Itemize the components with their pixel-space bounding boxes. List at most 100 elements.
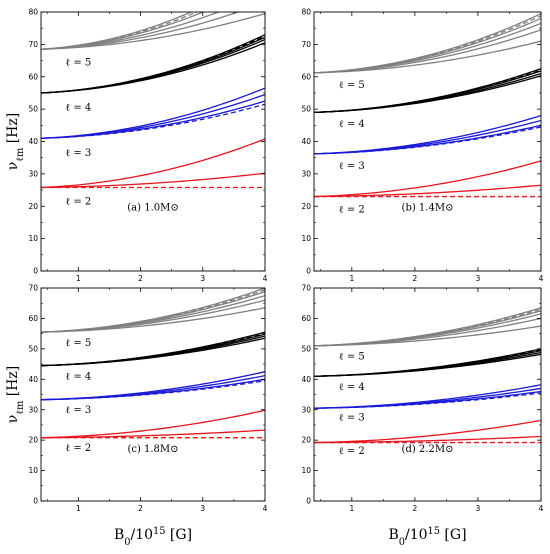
- panel-caption: (a) 1.0M⊙: [127, 202, 178, 213]
- series-line-l4-dashed-1: [314, 349, 541, 377]
- y-tick-label: 0: [33, 497, 38, 506]
- series-group: [41, 12, 265, 189]
- panel-1: 0 10 20 30 40 50 60 70 80 1 2 3 4 ℓ = 2 ℓ = 3 ℓ = 4 ℓ = …: [5, 8, 268, 283]
- y-tick-label: 10: [28, 234, 38, 243]
- y-tick-label: 0: [306, 267, 311, 276]
- series-line-l4-solid-4: [41, 337, 265, 367]
- x-tick-label: 4: [263, 504, 268, 513]
- y-tick-label: 70: [28, 40, 38, 49]
- series-line-l4-solid-2: [314, 70, 541, 114]
- mode-label-l5: ℓ = 5: [65, 57, 91, 68]
- y-tick-label: 20: [28, 202, 38, 211]
- series-line-l4-solid-4: [314, 75, 541, 114]
- y-tick-label: 70: [28, 284, 38, 293]
- series-line-l5-dashed-1: [41, 289, 265, 333]
- mode-label-l5: ℓ = 5: [65, 338, 91, 349]
- mode-label-l2: ℓ = 2: [65, 197, 91, 208]
- y-tick-label: 20: [301, 202, 311, 211]
- series-line-l5-solid-5: [41, 307, 265, 333]
- mode-label-l5: ℓ = 5: [339, 352, 365, 363]
- y-tick-label: 30: [28, 405, 38, 414]
- y-tick-label: 10: [301, 234, 311, 243]
- series-line-l3-dashed-1: [314, 392, 541, 409]
- series-line-l5-solid-2: [314, 17, 541, 74]
- series-line-l5-solid-3: [314, 22, 541, 74]
- y-tick-label: 20: [301, 436, 311, 445]
- series-line-l2-solid-2: [41, 429, 265, 439]
- x-tick-label: 2: [138, 504, 143, 513]
- series-line-l2-solid-2: [314, 435, 541, 444]
- y-tick-label: 40: [28, 137, 38, 146]
- x-tick-label: 2: [412, 274, 417, 283]
- plot-frame: [313, 11, 542, 272]
- y-tick-label: 10: [301, 466, 311, 475]
- mode-label-l2: ℓ = 2: [65, 443, 91, 454]
- series-line-l5-dashed-1: [41, 12, 199, 50]
- y-tick-label: 20: [28, 436, 38, 445]
- panel-caption: (d) 2.2M⊙: [402, 444, 454, 455]
- mode-label-l2: ℓ = 2: [339, 446, 365, 457]
- y-axis-label: νℓm [Hz]: [5, 366, 26, 423]
- series-line-l5-dashed-1: [314, 308, 541, 347]
- series-line-l5-solid-4: [41, 12, 241, 50]
- x-axis-label: B0/1015 [G]: [114, 526, 192, 548]
- y-tick-label: 0: [306, 497, 311, 506]
- mode-label-l4: ℓ = 4: [339, 119, 365, 130]
- y-tick-label: 60: [301, 72, 311, 81]
- y-tick-label: 60: [28, 72, 38, 81]
- y-tick-label: 60: [28, 314, 38, 323]
- panel-caption: (b) 1.4M⊙: [402, 202, 454, 213]
- mode-label-l4: ℓ = 4: [65, 103, 91, 114]
- series-line-l4-solid-4: [314, 353, 541, 377]
- series-line-l2-solid-1: [314, 160, 541, 198]
- series-line-l5-solid-3: [41, 12, 221, 50]
- x-tick-label: 3: [476, 274, 481, 283]
- x-tick-label: 1: [76, 504, 81, 513]
- x-tick-label: 1: [349, 504, 354, 513]
- y-tick-label: 70: [301, 40, 311, 49]
- series-line-l2-solid-2: [41, 172, 265, 189]
- mode-label-l4: ℓ = 4: [65, 371, 91, 382]
- x-tick-label: 1: [349, 274, 354, 283]
- x-tick-label: 4: [539, 274, 544, 283]
- series-group: [314, 307, 541, 444]
- series-group: [41, 288, 265, 439]
- series-line-l4-solid-4: [41, 42, 265, 94]
- series-line-l5-solid-2: [41, 12, 205, 50]
- y-tick-label: 80: [28, 8, 38, 17]
- series-line-l3-solid-3: [41, 100, 265, 139]
- y-tick-label: 60: [301, 314, 311, 323]
- series-line-l5-solid-2: [41, 291, 265, 333]
- y-tick-label: 30: [301, 169, 311, 178]
- mode-label-l3: ℓ = 3: [339, 412, 365, 423]
- mode-label-l5: ℓ = 5: [339, 80, 365, 91]
- panel-3: 0 10 20 30 40 50 60 70 1 2 3 4 ℓ = 2 ℓ = 3 ℓ = 4 ℓ = 5 (…: [5, 284, 268, 548]
- y-tick-label: 50: [301, 344, 311, 353]
- mode-label-l3: ℓ = 3: [339, 161, 365, 172]
- series-line-l4-dashed-1: [41, 35, 265, 94]
- series-line-l2-solid-1: [41, 409, 265, 439]
- y-tick-label: 40: [301, 137, 311, 146]
- series-line-l5-solid-1: [41, 12, 193, 50]
- mode-label-l2: ℓ = 2: [339, 205, 365, 216]
- y-tick-label: 0: [33, 267, 38, 276]
- y-tick-label: 50: [28, 344, 38, 353]
- panel-2: 0 10 20 30 40 50 60 70 80 1 2 3 4 ℓ = 2 ℓ = 3 ℓ = 4 ℓ = …: [301, 8, 543, 283]
- x-tick-label: 3: [200, 504, 205, 513]
- mode-label-l4: ℓ = 4: [339, 382, 365, 393]
- y-tick-label: 30: [28, 169, 38, 178]
- y-tick-label: 80: [301, 8, 311, 17]
- series-line-l3-dashed-1: [41, 380, 265, 401]
- y-tick-label: 40: [301, 375, 311, 384]
- series-group: [314, 13, 541, 198]
- panel-caption: (c) 1.8M⊙: [127, 444, 178, 455]
- y-tick-label: 30: [301, 405, 311, 414]
- x-tick-label: 1: [76, 274, 81, 283]
- x-tick-label: 4: [263, 274, 268, 283]
- series-line-l5-dashed-1: [314, 15, 541, 74]
- series-line-l2-solid-1: [41, 138, 265, 189]
- y-axis-label: νℓm [Hz]: [5, 113, 26, 170]
- x-tick-label: 2: [412, 504, 417, 513]
- x-tick-label: 4: [539, 504, 544, 513]
